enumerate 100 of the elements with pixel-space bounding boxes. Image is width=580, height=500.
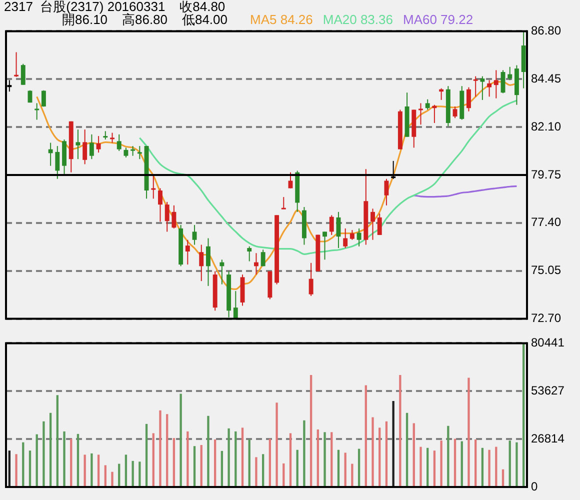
candlestick <box>466 86 471 112</box>
bar <box>364 385 367 486</box>
y-tick-label: 0 <box>531 479 538 494</box>
bar <box>172 438 176 486</box>
bar <box>124 454 128 486</box>
bar <box>207 416 210 486</box>
candlestick <box>158 188 162 222</box>
y-tick-label: 77.40 <box>531 215 562 230</box>
candlestick <box>206 238 210 286</box>
bar <box>90 453 93 486</box>
bar <box>378 428 381 486</box>
candlestick <box>130 146 136 156</box>
bar <box>97 454 100 486</box>
candlestick <box>356 228 362 247</box>
candlestick <box>185 239 190 266</box>
bar <box>316 429 319 486</box>
line-series <box>413 185 518 198</box>
candlestick <box>473 76 478 98</box>
bar <box>330 432 333 486</box>
candlestick <box>192 224 197 246</box>
candlestick <box>432 104 437 124</box>
bar <box>337 450 340 486</box>
bar <box>234 431 237 486</box>
bar <box>22 442 24 486</box>
candlestick <box>116 134 122 152</box>
bar <box>49 412 52 486</box>
candlestick <box>384 178 389 206</box>
y-tick-label: 82.10 <box>531 119 562 134</box>
bar <box>228 428 230 486</box>
bar <box>399 374 402 486</box>
line-series <box>138 100 518 255</box>
bar <box>426 448 429 486</box>
y-tick-label: 53627 <box>531 383 565 398</box>
candlestick <box>247 246 252 262</box>
bar <box>220 450 224 486</box>
bar <box>433 450 436 486</box>
bar <box>447 426 450 486</box>
bar <box>351 464 354 486</box>
bar <box>412 423 415 486</box>
candlestick <box>48 142 53 166</box>
candlestick <box>281 196 286 210</box>
bar <box>138 462 141 486</box>
bar <box>241 428 244 486</box>
candlestick <box>14 52 19 78</box>
candlestick <box>377 213 382 236</box>
y-tick-label: 79.75 <box>531 167 562 182</box>
candlestick <box>487 80 492 98</box>
candlestick <box>82 129 88 165</box>
candlestick <box>418 102 423 126</box>
candlestick <box>370 208 375 240</box>
bar <box>84 454 86 486</box>
y-tick-label: 80441 <box>531 336 565 350</box>
candlestick <box>124 147 128 158</box>
bar <box>392 401 394 486</box>
chart-title: 2317 台股(2317) 20160331 收84.80 <box>4 0 226 14</box>
candlestick <box>233 290 238 320</box>
bar <box>495 446 498 486</box>
bar <box>180 394 182 486</box>
bar <box>15 454 18 486</box>
candlestick <box>439 88 444 100</box>
candlestick <box>164 201 170 232</box>
text: MA60 79.22 <box>402 12 474 27</box>
bar <box>344 452 346 486</box>
bar <box>420 446 422 486</box>
bar <box>42 421 45 486</box>
candlestick <box>172 204 176 229</box>
bar <box>358 448 360 486</box>
candlestick <box>260 249 266 267</box>
bar <box>159 410 162 486</box>
candlestick <box>76 129 80 160</box>
bar <box>474 439 477 486</box>
bar <box>460 441 463 486</box>
bar <box>289 433 292 486</box>
bar <box>63 431 66 486</box>
candlestick <box>452 106 458 119</box>
bar <box>385 421 388 486</box>
candlestick <box>151 175 156 200</box>
bar <box>508 440 511 486</box>
bar <box>454 438 456 486</box>
candlestick <box>350 230 354 240</box>
bar <box>488 450 490 486</box>
bar <box>200 445 202 486</box>
candlestick <box>308 262 314 296</box>
bar <box>111 472 114 486</box>
bar <box>324 432 326 486</box>
bar <box>145 424 148 486</box>
candlestick <box>20 63 26 86</box>
bar <box>56 395 58 486</box>
bar <box>440 440 442 486</box>
bar <box>8 450 11 486</box>
bar <box>255 457 258 486</box>
bar <box>276 402 278 486</box>
candlestick <box>425 98 430 110</box>
bar <box>282 463 285 486</box>
bar <box>481 448 484 486</box>
candlestick <box>55 146 60 180</box>
candlestick <box>508 66 512 81</box>
bar <box>522 343 525 486</box>
bar <box>70 438 72 486</box>
bar <box>268 438 272 486</box>
